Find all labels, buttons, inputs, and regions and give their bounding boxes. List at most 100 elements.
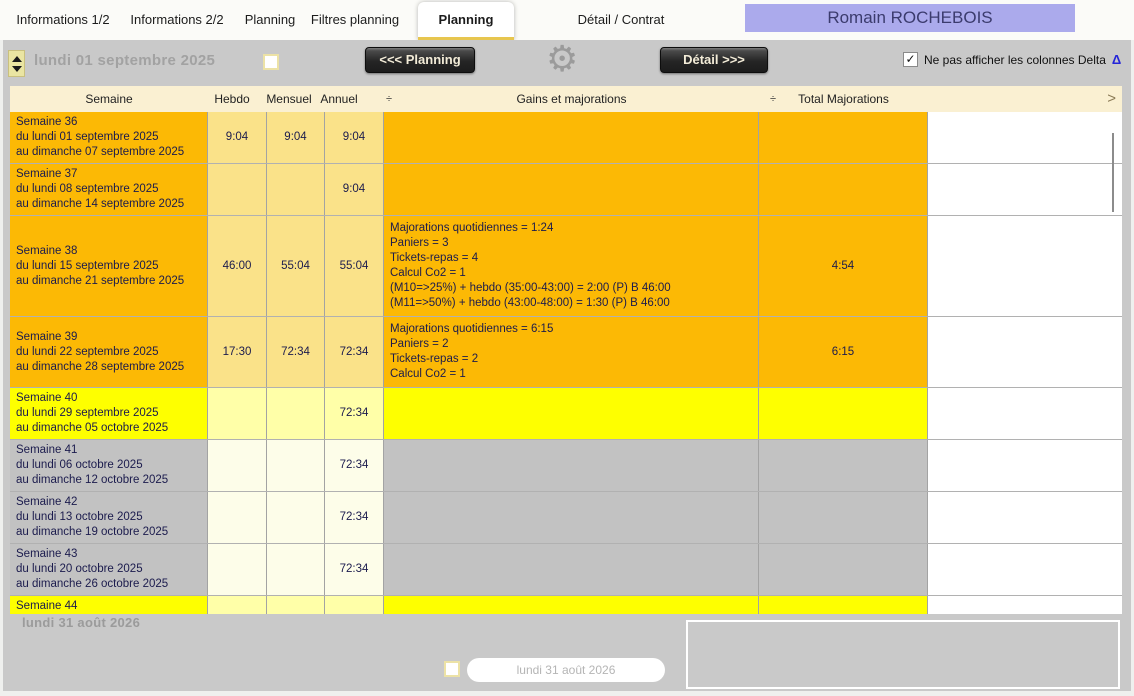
week-cell[interactable]: Semaine 40 du lundi 29 septembre 2025 au d…: [10, 388, 208, 439]
bottom-strip: [0, 691, 1134, 696]
header-total-majorations: Total Majorations: [798, 92, 889, 106]
mensuel-cell[interactable]: [267, 440, 325, 491]
tab-planning-annuel[interactable]: Planning annuel: [418, 2, 514, 63]
hebdo-cell[interactable]: 46:00: [208, 216, 267, 316]
end-date-input[interactable]: [467, 658, 665, 682]
planning-button[interactable]: <<< Planning: [365, 47, 475, 73]
table-row[interactable]: Semaine 39 du lundi 22 septembre 2025 au d…: [10, 317, 1122, 388]
gains-cell[interactable]: [384, 596, 759, 614]
header-hebdo: Hebdo: [214, 92, 250, 106]
total-majorations-cell[interactable]: 6:15: [759, 317, 928, 387]
week-cell[interactable]: Semaine 44du lundi 27 octobre 2025: [10, 596, 208, 614]
annuel-cell[interactable]: 72:34: [325, 440, 384, 491]
hebdo-cell[interactable]: 17:30: [208, 317, 267, 387]
header-annuel: Annuel: [320, 92, 358, 106]
hebdo-cell[interactable]: [208, 388, 267, 439]
hebdo-cell[interactable]: [208, 544, 267, 595]
gains-cell[interactable]: [384, 388, 759, 439]
week-cell[interactable]: Semaine 41 du lundi 06 octobre 2025 au dim…: [10, 440, 208, 491]
gains-cell[interactable]: [384, 164, 759, 215]
tab-informations-2[interactable]: Informations 2/2: [130, 12, 224, 27]
detail-button[interactable]: Détail >>>: [660, 47, 768, 73]
gains-cell[interactable]: Majorations quotidiennes = 6:15 Paniers …: [384, 317, 759, 387]
table-row[interactable]: Semaine 44du lundi 27 octobre 2025 72:34: [10, 596, 1122, 614]
table-row[interactable]: Semaine 40 du lundi 29 septembre 2025 au d…: [10, 388, 1122, 440]
header-gains: Gains et majorations: [516, 92, 627, 106]
mensuel-cell[interactable]: [267, 492, 325, 543]
gains-cell[interactable]: [384, 492, 759, 543]
column-splitter-icon[interactable]: ÷: [385, 93, 393, 105]
table-row[interactable]: Semaine 36 du lundi 01 septembre 2025 au d…: [10, 112, 1122, 164]
table-row[interactable]: Semaine 41 du lundi 06 octobre 2025 au dim…: [10, 440, 1122, 492]
mensuel-cell[interactable]: [267, 388, 325, 439]
mensuel-cell[interactable]: 72:34: [267, 317, 325, 387]
delta-symbol: Δ: [1111, 52, 1122, 67]
annuel-cell[interactable]: 72:34: [325, 544, 384, 595]
annuel-cell[interactable]: 55:04: [325, 216, 384, 316]
week-cell[interactable]: Semaine 36 du lundi 01 septembre 2025 au d…: [10, 112, 208, 163]
mensuel-cell[interactable]: [267, 596, 325, 614]
annual-planning-table: Semaine Hebdo Mensuel Annuel ÷ Gains et …: [10, 86, 1122, 614]
gains-cell[interactable]: Majorations quotidiennes = 1:24 Paniers …: [384, 216, 759, 316]
hebdo-cell[interactable]: [208, 596, 267, 614]
tab-filtres-planning[interactable]: Filtres planning: [310, 12, 400, 27]
header-chevron-icon[interactable]: >: [1107, 90, 1116, 107]
delta-checkbox-label: Ne pas afficher les colonnes Delta: [924, 52, 1106, 67]
tab-informations-1[interactable]: Informations 1/2: [16, 12, 110, 27]
annuel-cell[interactable]: 72:34: [325, 596, 384, 614]
hebdo-cell[interactable]: [208, 164, 267, 215]
table-row[interactable]: Semaine 42 du lundi 13 octobre 2025 au dim…: [10, 492, 1122, 544]
mensuel-cell[interactable]: 9:04: [267, 112, 325, 163]
total-majorations-cell[interactable]: [759, 544, 928, 595]
vertical-scrollbar-thumb[interactable]: [1112, 133, 1114, 212]
annuel-cell[interactable]: 72:34: [325, 317, 384, 387]
gains-cell[interactable]: [384, 544, 759, 595]
mensuel-cell[interactable]: [267, 544, 325, 595]
table-row[interactable]: Semaine 38 du lundi 15 septembre 2025 au d…: [10, 216, 1122, 317]
table-row[interactable]: Semaine 43 du lundi 20 octobre 2025 au dim…: [10, 544, 1122, 596]
gains-cell[interactable]: [384, 112, 759, 163]
gear-icon[interactable]: ⚙: [546, 39, 579, 80]
mensuel-cell[interactable]: 55:04: [267, 216, 325, 316]
annuel-cell[interactable]: 9:04: [325, 164, 384, 215]
total-majorations-cell[interactable]: [759, 388, 928, 439]
hebdo-cell[interactable]: [208, 440, 267, 491]
week-cell[interactable]: Semaine 43 du lundi 20 octobre 2025 au dim…: [10, 544, 208, 595]
footer-checkbox[interactable]: [444, 661, 460, 677]
total-majorations-cell[interactable]: [759, 492, 928, 543]
annuel-cell[interactable]: 72:34: [325, 492, 384, 543]
delta-checkbox[interactable]: ✓: [903, 52, 918, 67]
week-cell[interactable]: Semaine 38 du lundi 15 septembre 2025 au d…: [10, 216, 208, 316]
footer-panel: [686, 620, 1120, 689]
header-semaine: Semaine: [85, 92, 133, 106]
total-majorations-cell[interactable]: 4:54: [759, 216, 928, 316]
week-cell[interactable]: Semaine 37 du lundi 08 septembre 2025 au d…: [10, 164, 208, 215]
end-date-label: lundi 31 août 2026: [22, 615, 141, 630]
mensuel-cell[interactable]: [267, 164, 325, 215]
total-majorations-cell[interactable]: [759, 164, 928, 215]
table-header: Semaine Hebdo Mensuel Annuel ÷ Gains et …: [10, 86, 1122, 112]
header-mensuel: Mensuel: [266, 92, 312, 106]
hebdo-cell[interactable]: [208, 492, 267, 543]
annuel-cell[interactable]: 72:34: [325, 388, 384, 439]
date-spinner[interactable]: [8, 50, 25, 77]
start-date-label: lundi 01 septembre 2025: [34, 52, 216, 69]
hebdo-cell[interactable]: 9:04: [208, 112, 267, 163]
spinner-up-icon[interactable]: [11, 55, 22, 62]
table-row[interactable]: Semaine 37 du lundi 08 septembre 2025 au d…: [10, 164, 1122, 216]
tab-detail-contrat[interactable]: Détail / Contrat: [577, 12, 665, 27]
week-cell[interactable]: Semaine 39 du lundi 22 septembre 2025 au d…: [10, 317, 208, 387]
total-majorations-cell[interactable]: [759, 112, 928, 163]
user-name-badge: Romain ROCHEBOIS: [745, 4, 1075, 32]
gains-cell[interactable]: [384, 440, 759, 491]
week-cell[interactable]: Semaine 42 du lundi 13 octobre 2025 au dim…: [10, 492, 208, 543]
column-splitter-icon[interactable]: ÷: [769, 93, 777, 105]
toolbar-checkbox[interactable]: [263, 54, 279, 70]
tab-planning[interactable]: Planning: [244, 12, 296, 27]
table-body: Semaine 36 du lundi 01 septembre 2025 au d…: [10, 112, 1122, 614]
spinner-down-icon[interactable]: [11, 65, 22, 72]
total-majorations-cell[interactable]: [759, 440, 928, 491]
annuel-cell[interactable]: 9:04: [325, 112, 384, 163]
total-majorations-cell[interactable]: [759, 596, 928, 614]
delta-toggle-group: ✓ Ne pas afficher les colonnes Delta Δ: [903, 52, 1121, 67]
